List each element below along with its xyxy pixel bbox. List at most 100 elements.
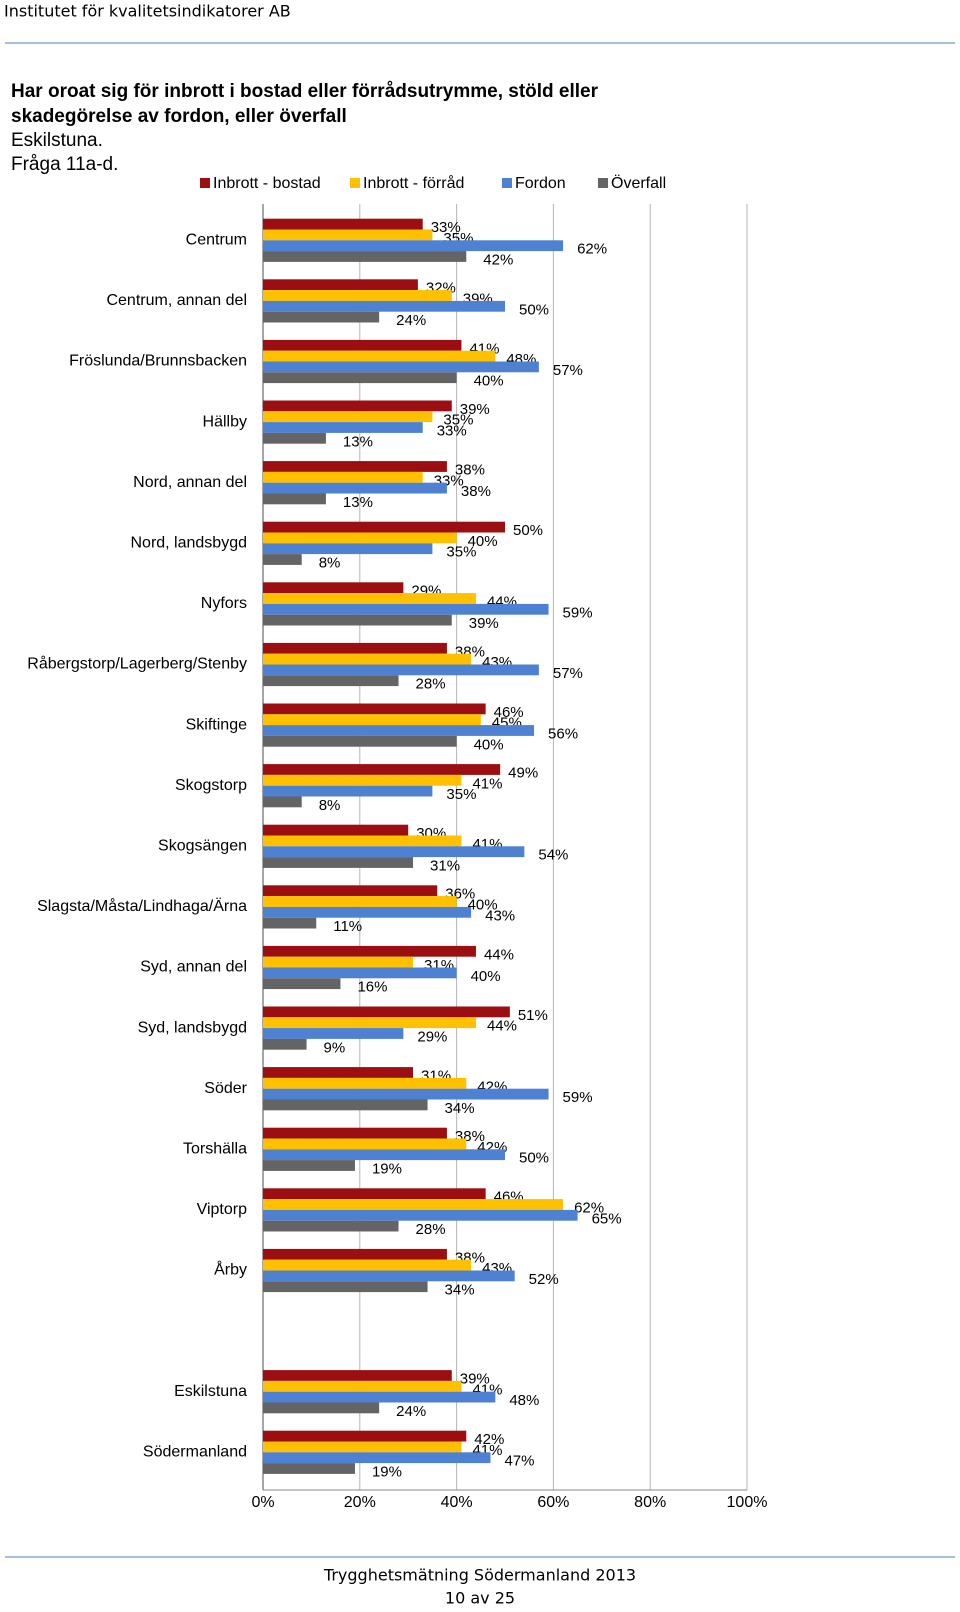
chart-subtitle: Fråga 11a-d. (11, 154, 118, 175)
value-label: 57% (553, 362, 583, 379)
bar (263, 978, 341, 990)
value-label: 28% (416, 1221, 446, 1238)
bar (263, 521, 505, 533)
bar (263, 653, 472, 665)
bar (263, 532, 457, 544)
bar (263, 1088, 549, 1100)
bar (263, 714, 481, 726)
bar (263, 1209, 578, 1221)
bar (263, 593, 476, 604)
value-label: 9% (324, 1039, 346, 1056)
bar (263, 1380, 462, 1392)
footer-title: Trygghetsmätning Södermanland 2013 (323, 1566, 636, 1585)
value-label: 57% (553, 665, 583, 682)
value-label: 59% (563, 604, 593, 621)
bar (263, 240, 564, 252)
value-label: 40% (471, 968, 501, 985)
value-label: 8% (319, 797, 341, 814)
bar (263, 1006, 510, 1018)
bar (263, 1370, 452, 1381)
bar (263, 857, 414, 868)
bar (263, 1430, 467, 1442)
bar (263, 218, 423, 230)
bar (263, 896, 457, 907)
bar (263, 1028, 404, 1039)
bar (263, 835, 462, 847)
value-label: 38% (461, 483, 491, 500)
bar (263, 461, 447, 472)
bar (263, 824, 409, 836)
bar (263, 725, 535, 736)
value-label: 40% (468, 533, 498, 550)
bar (263, 482, 447, 494)
value-label: 31% (430, 857, 460, 874)
x-tick-label: 80% (634, 1494, 666, 1511)
value-label: 41% (472, 775, 502, 792)
bar (263, 411, 433, 423)
value-label: 39% (460, 1370, 490, 1387)
value-label: 48% (509, 1392, 539, 1409)
category-label: Slagsta/Måsta/Lindhaga/Ärna (37, 897, 247, 915)
value-label: 44% (487, 1018, 517, 1035)
value-label: 65% (592, 1210, 622, 1227)
value-label: 46% (494, 704, 524, 721)
value-label: 33% (437, 422, 467, 439)
bar (263, 1391, 496, 1403)
bar (263, 229, 433, 241)
bar (263, 582, 404, 594)
value-label: 39% (469, 615, 499, 632)
value-label: 47% (504, 1453, 534, 1470)
value-label: 8% (319, 554, 341, 571)
category-label: Eskilstuna (174, 1383, 247, 1400)
value-label: 19% (372, 1160, 402, 1177)
bar (263, 664, 539, 676)
bar (263, 1038, 307, 1050)
category-label: Nord, annan del (133, 474, 247, 491)
bar (263, 1138, 467, 1150)
bar (263, 372, 457, 384)
value-label: 50% (519, 1150, 549, 1167)
bar (263, 906, 472, 918)
value-label: 43% (485, 907, 515, 924)
category-label: Råbergstorp/Lagerberg/Stenby (27, 655, 247, 673)
chart-title: skadegörelse av fordon, eller överfall (11, 106, 347, 127)
bar (263, 703, 486, 715)
legend-swatch (200, 178, 210, 188)
chart-title: Har oroat sig för inbrott i bostad eller… (11, 81, 599, 102)
category-label: Syd, annan del (140, 959, 247, 976)
bar (263, 279, 418, 291)
x-tick-label: 40% (441, 1494, 473, 1511)
legend-swatch (598, 178, 608, 188)
bar (263, 846, 525, 858)
value-label: 50% (513, 522, 543, 539)
value-label: 35% (446, 786, 476, 803)
bar (263, 764, 501, 775)
category-label: Centrum (186, 232, 247, 249)
value-label: 40% (468, 896, 498, 913)
bar (263, 967, 457, 979)
value-label: 62% (577, 241, 607, 258)
chart-subtitle: Eskilstuna. (11, 130, 103, 151)
category-label: Skiftinge (186, 716, 247, 733)
bar (263, 300, 505, 312)
value-label: 35% (446, 544, 476, 561)
bar (263, 1402, 380, 1414)
value-label: 28% (416, 676, 446, 693)
value-label: 50% (519, 301, 549, 318)
bar (263, 1270, 515, 1282)
bar (263, 1067, 414, 1078)
category-label: Årby (214, 1260, 247, 1279)
bar (263, 493, 326, 505)
bar (263, 642, 447, 654)
bar (263, 1281, 428, 1293)
category-label: Skogstorp (175, 777, 247, 794)
category-label: Skogsängen (158, 838, 247, 855)
value-label: 24% (396, 1403, 426, 1420)
header-org: Institutet för kvalitetsindikatorer AB (4, 2, 291, 21)
category-label: Hällby (203, 413, 247, 430)
bar (263, 543, 433, 555)
bar (263, 1220, 399, 1232)
value-label: 42% (474, 1431, 504, 1448)
bar (263, 614, 452, 626)
